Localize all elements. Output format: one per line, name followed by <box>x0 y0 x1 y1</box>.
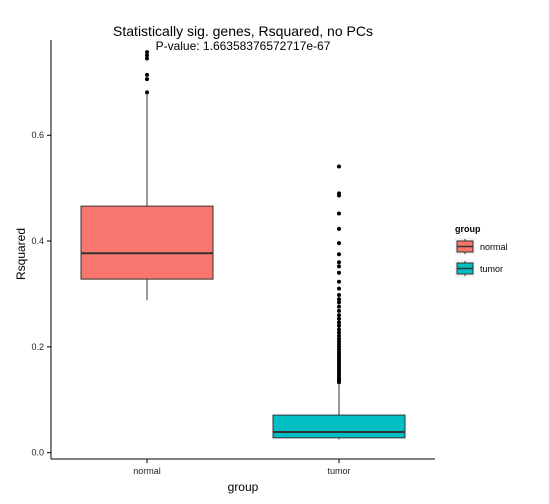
outlier-point <box>337 304 341 309</box>
legend-label-tumor: tumor <box>480 264 503 274</box>
box-body <box>80 205 214 280</box>
plot-area <box>80 50 406 440</box>
y-axis-title: Rsquared <box>14 228 28 280</box>
outlier-point <box>337 164 341 169</box>
outlier-point <box>337 300 341 305</box>
outlier-point <box>337 279 341 284</box>
outlier-point <box>337 252 341 257</box>
y-tick-label: 0.0 <box>31 448 44 458</box>
outlier-point <box>337 313 341 318</box>
outlier-point <box>337 316 341 321</box>
x-tick-label: normal <box>133 466 161 476</box>
outlier-point <box>337 226 341 231</box>
outlier-point <box>337 320 341 325</box>
outlier-point <box>337 308 341 313</box>
chart-subtitle: P-value: 1.66358376572717e-67 <box>156 39 331 53</box>
outlier-point <box>145 56 149 61</box>
outlier-point <box>337 330 341 335</box>
y-tick-label: 0.4 <box>31 236 44 246</box>
outlier-point <box>145 90 149 95</box>
legend-key-normal <box>455 238 475 255</box>
outlier-point <box>337 323 341 328</box>
outlier-point <box>337 191 341 196</box>
outlier-point <box>337 264 341 269</box>
box-body <box>272 414 406 439</box>
x-axis-title: group <box>228 480 259 494</box>
outlier-point <box>145 53 149 58</box>
x-axis: normal tumor <box>51 458 435 476</box>
y-axis: 0.0 0.2 0.4 0.6 <box>31 40 52 459</box>
y-tick-label: 0.2 <box>31 342 44 352</box>
x-tick-label: tumor <box>327 466 350 476</box>
legend-key-tumor <box>455 260 475 277</box>
outlier-point <box>337 270 341 275</box>
outlier-point <box>337 286 341 291</box>
outlier-point <box>337 327 341 332</box>
legend-label-normal: normal <box>480 242 508 252</box>
outlier-point <box>337 241 341 246</box>
outlier-point <box>337 260 341 265</box>
chart-title: Statistically sig. genes, Rsquared, no P… <box>113 23 373 39</box>
outlier-point <box>145 50 149 55</box>
outlier-point <box>337 297 341 302</box>
outlier-point <box>337 211 341 216</box>
box-normal <box>80 50 214 301</box>
outlier-point <box>337 292 341 297</box>
y-tick-label: 0.6 <box>31 130 44 140</box>
legend: group normal tumor <box>455 224 508 277</box>
box-tumor <box>272 164 406 440</box>
outlier-point <box>337 333 341 338</box>
outlier-point <box>145 72 149 77</box>
outlier-point <box>145 77 149 82</box>
outlier-point <box>337 336 341 341</box>
legend-title: group <box>455 224 481 234</box>
